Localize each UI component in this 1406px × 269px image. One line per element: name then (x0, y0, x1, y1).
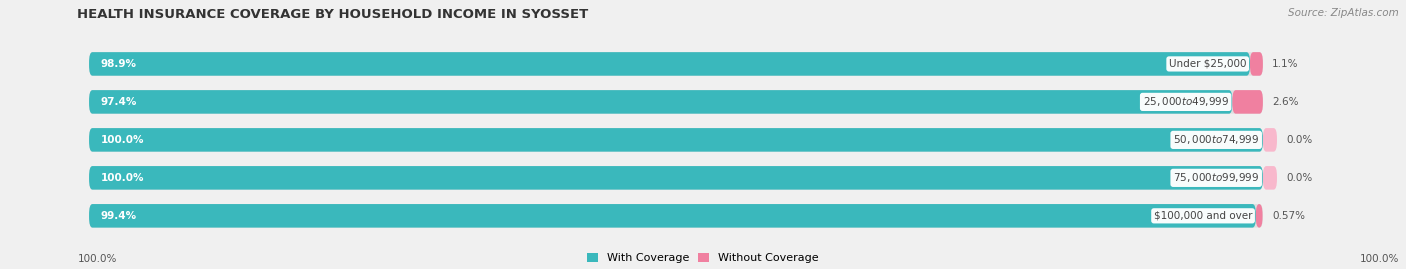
FancyBboxPatch shape (89, 128, 1263, 152)
FancyBboxPatch shape (89, 52, 1250, 76)
FancyBboxPatch shape (1250, 52, 1263, 76)
FancyBboxPatch shape (89, 128, 1263, 152)
Text: 98.9%: 98.9% (101, 59, 136, 69)
Text: Under $25,000: Under $25,000 (1168, 59, 1247, 69)
Text: 100.0%: 100.0% (77, 254, 117, 264)
Text: 97.4%: 97.4% (101, 97, 138, 107)
FancyBboxPatch shape (89, 204, 1256, 228)
FancyBboxPatch shape (1233, 90, 1263, 114)
Text: 0.57%: 0.57% (1272, 211, 1305, 221)
FancyBboxPatch shape (89, 90, 1233, 114)
Text: $100,000 and over: $100,000 and over (1154, 211, 1253, 221)
Text: 100.0%: 100.0% (101, 135, 145, 145)
Text: 100.0%: 100.0% (1360, 254, 1399, 264)
Text: 99.4%: 99.4% (101, 211, 136, 221)
Text: 2.6%: 2.6% (1272, 97, 1299, 107)
FancyBboxPatch shape (89, 90, 1263, 114)
FancyBboxPatch shape (89, 166, 1263, 190)
FancyBboxPatch shape (1263, 128, 1277, 152)
Text: 100.0%: 100.0% (101, 173, 145, 183)
Text: $50,000 to $74,999: $50,000 to $74,999 (1173, 133, 1260, 146)
Text: HEALTH INSURANCE COVERAGE BY HOUSEHOLD INCOME IN SYOSSET: HEALTH INSURANCE COVERAGE BY HOUSEHOLD I… (77, 8, 589, 21)
Text: 0.0%: 0.0% (1286, 173, 1313, 183)
FancyBboxPatch shape (1263, 166, 1277, 190)
Legend: With Coverage, Without Coverage: With Coverage, Without Coverage (588, 253, 818, 263)
FancyBboxPatch shape (89, 166, 1263, 190)
Text: 1.1%: 1.1% (1272, 59, 1299, 69)
Text: $25,000 to $49,999: $25,000 to $49,999 (1143, 95, 1229, 108)
FancyBboxPatch shape (89, 204, 1263, 228)
Text: $75,000 to $99,999: $75,000 to $99,999 (1173, 171, 1260, 184)
FancyBboxPatch shape (89, 52, 1263, 76)
FancyBboxPatch shape (1256, 204, 1263, 228)
Text: 0.0%: 0.0% (1286, 135, 1313, 145)
Text: Source: ZipAtlas.com: Source: ZipAtlas.com (1288, 8, 1399, 18)
